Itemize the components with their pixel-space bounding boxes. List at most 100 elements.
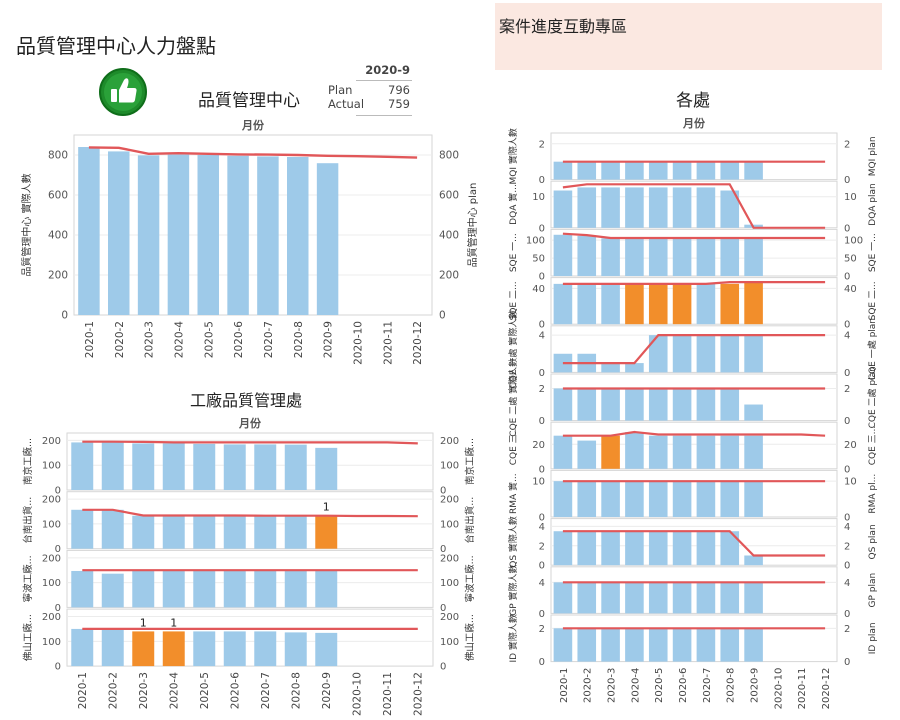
bar-2020-5 — [193, 570, 216, 608]
y-tick-label: 100 — [42, 578, 61, 589]
y-axis-label: 南京工廠... — [22, 438, 34, 485]
y-tick-label: 0 — [539, 368, 545, 379]
bar-2020-3 — [137, 155, 160, 315]
bar-2020-7 — [254, 570, 277, 608]
y-axis-label: 寧波工廠... — [22, 555, 34, 602]
bar-2020-4 — [625, 481, 644, 517]
y-tick-label-right: 0 — [844, 223, 850, 234]
y-tick-label: 0 — [55, 603, 61, 614]
page-title: 品質管理中心人力盤點 — [16, 34, 216, 58]
y-axis-label-right: MQI plan — [868, 136, 878, 176]
y-axis-label-right: 台南出貨... — [464, 497, 476, 544]
x-tick-label: 2020-6 — [678, 668, 689, 703]
bar-2020-9 — [315, 632, 338, 667]
kpi-period: 2020-9 — [365, 63, 410, 77]
bar-2020-1 — [71, 628, 94, 667]
bar-2020-4 — [162, 515, 185, 549]
data-label: 1 — [140, 616, 147, 629]
bar-2020-8 — [284, 444, 307, 490]
bar-2020-1 — [78, 147, 100, 315]
y-axis-label-right: 寧波工廠... — [464, 555, 476, 602]
bar-2020-3 — [601, 238, 620, 276]
bar-2020-1 — [553, 283, 573, 325]
kpi-table: 2020-9 Plan 796 Actual 759 — [326, 60, 412, 120]
y-tick-label-right: 0 — [439, 310, 446, 322]
y-tick-label: 600 — [48, 190, 68, 202]
x-tick-label: 2020-10 — [352, 672, 364, 716]
bar-2020-4 — [625, 161, 644, 180]
bar-2020-3 — [132, 570, 155, 608]
y-axis-label-right: 品質管理中心 plan — [466, 183, 479, 268]
y-tick-label: 0 — [539, 223, 545, 234]
bar-2020-5 — [648, 238, 668, 276]
bar-2020-1 — [553, 161, 573, 180]
y-tick-label-right: 200 — [440, 436, 459, 447]
x-tick-label: 2020-2 — [114, 321, 126, 358]
y-axis-label: CQE 二處 實際人數 — [507, 358, 519, 437]
panel-frame — [66, 608, 434, 667]
bar-2020-2 — [577, 582, 597, 614]
y-tick-label: 0 — [55, 544, 61, 555]
y-tick-label-right: 4 — [844, 522, 850, 533]
bar-2020-5 — [648, 582, 668, 614]
bar-2020-5 — [648, 531, 668, 566]
y-tick-label-right: 200 — [440, 553, 459, 564]
y-tick-label-right: 100 — [844, 236, 863, 247]
x-tick-label: 2020-11 — [382, 321, 394, 365]
y-tick-label: 0 — [539, 561, 545, 572]
x-tick-label: 2020-8 — [291, 672, 303, 709]
y-axis-label: QS 實際人數 — [507, 516, 519, 568]
bar-2020-2 — [101, 573, 124, 608]
bar-2020-9 — [744, 628, 763, 662]
y-axis-label: 品質管理中心 實際人數 — [20, 173, 33, 276]
bar-2020-5 — [193, 515, 216, 549]
plan-line — [562, 183, 826, 229]
x-tick-label: 2020-4 — [630, 668, 641, 703]
bar-2020-8 — [284, 570, 307, 608]
panel-frame — [66, 491, 434, 550]
y-tick-label-right: 0 — [844, 320, 850, 331]
bar-2020-2 — [577, 481, 597, 517]
bar-2020-8 — [284, 515, 307, 549]
x-tick-label: 2020-9 — [750, 668, 761, 703]
panel-frame — [550, 325, 838, 373]
plan-line — [562, 334, 826, 365]
bar-2020-2 — [577, 388, 597, 421]
x-tick-label: 2020-5 — [199, 672, 211, 709]
bar-2020-5 — [648, 628, 668, 662]
x-tick-label: 2020-7 — [702, 668, 713, 703]
bar-2020-9 — [744, 335, 763, 373]
y-tick-label-right: 4 — [844, 578, 850, 589]
bar-2020-2 — [577, 531, 597, 566]
y-tick-label: 200 — [42, 612, 61, 623]
x-tick-label: 2020-1 — [77, 672, 89, 709]
x-tick-label: 2020-4 — [169, 672, 181, 710]
bar-2020-4 — [625, 582, 644, 614]
bar-2020-4 — [162, 631, 185, 667]
y-axis-label: GP 實際人數 — [507, 564, 519, 615]
y-tick-label: 800 — [48, 150, 68, 162]
x-tick-label: 2020-3 — [144, 321, 156, 358]
bar-2020-4 — [625, 388, 644, 421]
y-tick-label-right: 50 — [844, 254, 857, 265]
interactive-cases-panel[interactable]: 案件進度互動專區 — [495, 3, 882, 70]
bar-2020-2 — [108, 151, 130, 315]
bar-2020-7 — [696, 187, 716, 228]
x-tick-label: 2020-3 — [607, 668, 618, 703]
bar-2020-6 — [672, 283, 692, 325]
kpi-actual-label: Actual — [328, 97, 365, 111]
y-tick-label: 10 — [532, 477, 545, 488]
y-tick-label: 2 — [539, 541, 545, 552]
bar-2020-7 — [696, 335, 716, 373]
y-axis-label: SQE 二... — [509, 281, 519, 320]
interactive-cases-title: 案件進度互動專區 — [499, 17, 628, 36]
factory-chart-title: 工廠品質管理處 — [190, 391, 303, 410]
y-tick-label: 20 — [532, 440, 545, 451]
bar-2020-2 — [577, 187, 597, 228]
panel-frame — [550, 614, 838, 663]
divisions-chart-title: 各處 — [676, 91, 710, 111]
y-tick-label: 4 — [539, 578, 545, 589]
column-header: 月份 — [241, 118, 265, 132]
bar-2020-4 — [625, 531, 644, 566]
bar-2020-5 — [193, 631, 216, 667]
